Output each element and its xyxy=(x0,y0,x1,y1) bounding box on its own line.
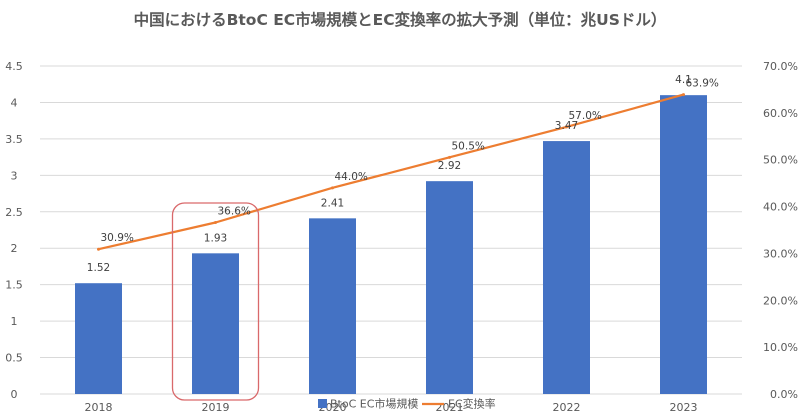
legend-label-bar: BtoC EC市場規模 xyxy=(330,397,418,411)
line-point xyxy=(214,221,217,225)
y-right-tick-label: 50.0% xyxy=(763,154,798,167)
line-data-label: 63.9% xyxy=(686,78,719,90)
line-data-label: 30.9% xyxy=(101,232,134,244)
line-data-label: 50.5% xyxy=(452,140,485,152)
gridlines xyxy=(40,65,742,395)
y-left-tick-label: 4 xyxy=(11,96,18,109)
data-labels: 1.52 1.93 2.41 2.92 3.47 4.1 30.9% 36.6% 44.0% 50… xyxy=(87,74,719,274)
bar-data-label: 2.92 xyxy=(438,160,461,172)
y-right-tick-label: 60.0% xyxy=(763,107,798,120)
legend: BtoC EC市場規模 EC変換率 xyxy=(318,397,496,411)
y-left-tick-label: 0.5 xyxy=(5,352,23,365)
y-right-tick-label: 20.0% xyxy=(763,294,798,307)
y-right-tick-label: 30.0% xyxy=(763,247,798,260)
y-right-tick-label: 70.0% xyxy=(763,60,798,73)
bar-series xyxy=(75,95,707,395)
line-point xyxy=(565,125,568,129)
y-left-tick-label: 2.5 xyxy=(5,206,23,219)
y-left-tick-label: 1 xyxy=(11,315,18,328)
y-right-tick-label: 40.0% xyxy=(763,201,798,214)
x-tick-label: 2018 xyxy=(85,401,113,414)
line-data-label: 57.0% xyxy=(569,110,602,122)
bar-data-label: 1.93 xyxy=(204,232,227,244)
bar xyxy=(660,95,707,395)
bar-data-label: 4.1 xyxy=(675,74,692,86)
legend-swatch-bar xyxy=(318,399,327,408)
line-point xyxy=(682,93,685,97)
bar xyxy=(543,141,590,394)
line-data-label: 36.6% xyxy=(218,206,251,218)
line-point xyxy=(448,155,451,159)
bar xyxy=(309,218,356,394)
y-left-tick-label: 4.5 xyxy=(5,60,23,73)
line-point xyxy=(97,247,100,251)
y-right-tick-label: 10.0% xyxy=(763,341,798,354)
y-left-tick-label: 3 xyxy=(11,169,18,182)
line-point xyxy=(331,186,334,190)
chart-title: 中国におけるBtoC EC市場規模とEC変換率の拡大予測（単位：兆USドル） xyxy=(134,10,667,29)
bar xyxy=(192,253,239,394)
highlight-box xyxy=(171,202,260,401)
bar-data-label: 2.41 xyxy=(321,197,344,209)
line-data-label: 44.0% xyxy=(335,171,368,183)
y-left-tick-label: 3.5 xyxy=(5,133,23,146)
line-path xyxy=(98,93,684,251)
axis-tick-labels: 00.511.522.533.544.50.0%10.0%20.0%30.0%4… xyxy=(5,60,798,414)
x-tick-label: 2022 xyxy=(553,401,581,414)
line-series xyxy=(97,93,685,251)
highlight-rect xyxy=(171,202,260,401)
bar xyxy=(426,181,473,394)
y-left-tick-label: 1.5 xyxy=(5,279,23,292)
bar-data-label: 1.52 xyxy=(87,262,110,274)
bar xyxy=(75,283,122,394)
x-tick-label: 2019 xyxy=(202,401,230,414)
legend-label-line: EC変換率 xyxy=(448,397,496,411)
x-tick-label: 2023 xyxy=(670,401,698,414)
bar-data-label: 3.47 xyxy=(555,120,578,132)
y-left-tick-label: 2 xyxy=(11,242,18,255)
y-left-tick-label: 0 xyxy=(11,388,18,401)
y-right-tick-label: 0.0% xyxy=(770,388,798,401)
